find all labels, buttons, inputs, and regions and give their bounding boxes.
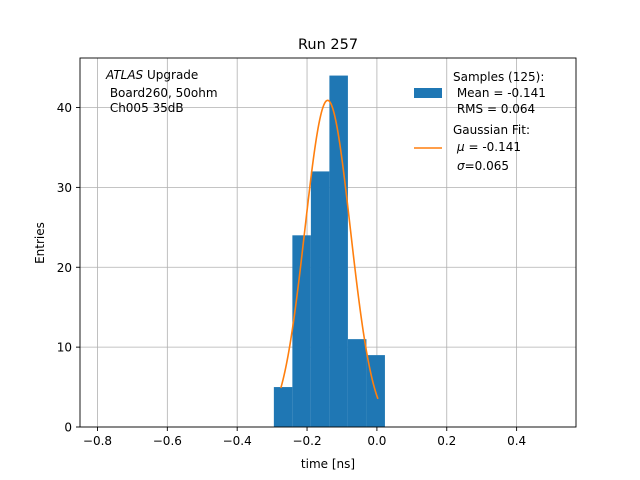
x-tick-label: 0.2 bbox=[437, 434, 456, 448]
y-tick-label: 40 bbox=[57, 101, 72, 115]
x-tick-label: −0.6 bbox=[153, 434, 182, 448]
annotation-box: ATLAS Upgrade Board260, 50ohm Ch005 35dB bbox=[105, 68, 218, 115]
x-tick-label: −0.8 bbox=[83, 434, 112, 448]
histogram-bar bbox=[273, 387, 293, 427]
annotation-atlas: ATLAS bbox=[105, 68, 144, 82]
x-axis-ticks: −0.8 −0.6 −0.4 −0.2 0.0 0.2 0.4 bbox=[83, 427, 526, 448]
legend: Samples (125): Mean = -0.141 RMS = 0.064… bbox=[414, 70, 546, 173]
svg-text:ATLAS Upgrade: ATLAS Upgrade bbox=[105, 68, 198, 82]
y-tick-label: 10 bbox=[57, 341, 72, 355]
x-tick-label: −0.4 bbox=[223, 434, 252, 448]
legend-samples-title: Samples (125): bbox=[453, 70, 544, 84]
x-tick-label: 0.4 bbox=[507, 434, 526, 448]
y-axis-label: Entries bbox=[33, 222, 47, 264]
legend-fit-mu-value: = -0.141 bbox=[465, 140, 521, 154]
x-tick-label: −0.2 bbox=[292, 434, 321, 448]
histogram-bar bbox=[310, 171, 330, 427]
annotation-upgrade: Upgrade bbox=[143, 68, 198, 82]
svg-text:σ=0.065: σ=0.065 bbox=[457, 159, 509, 173]
y-tick-label: 0 bbox=[64, 421, 72, 435]
chart-title: Run 257 bbox=[298, 37, 358, 53]
legend-samples-rms: RMS = 0.064 bbox=[453, 102, 535, 116]
annotation-board: Board260, 50ohm bbox=[106, 86, 218, 100]
legend-fit-mu-symbol: μ bbox=[456, 140, 465, 154]
x-axis-label: time [ns] bbox=[301, 457, 355, 471]
y-axis-ticks: 0 10 20 30 40 bbox=[57, 101, 80, 435]
legend-fit-sigma-symbol: σ bbox=[457, 159, 465, 173]
gaussian-fit-curve bbox=[280, 99, 379, 400]
y-tick-label: 20 bbox=[57, 261, 72, 275]
histogram-bar bbox=[292, 235, 311, 427]
plot-frame bbox=[79, 57, 577, 428]
histogram-bar bbox=[347, 339, 367, 427]
histogram-bar bbox=[329, 75, 348, 428]
svg-text:μ = -0.141: μ = -0.141 bbox=[456, 140, 521, 154]
y-tick-label: 30 bbox=[57, 181, 72, 195]
annotation-channel: Ch005 35dB bbox=[106, 101, 184, 115]
legend-samples-mean: Mean = -0.141 bbox=[453, 86, 546, 100]
legend-fit-title: Gaussian Fit: bbox=[453, 123, 530, 137]
histogram-bars bbox=[273, 75, 385, 428]
legend-samples-swatch bbox=[414, 88, 442, 98]
legend-fit-sigma-value: =0.065 bbox=[465, 159, 509, 173]
x-tick-label: 0.0 bbox=[367, 434, 386, 448]
